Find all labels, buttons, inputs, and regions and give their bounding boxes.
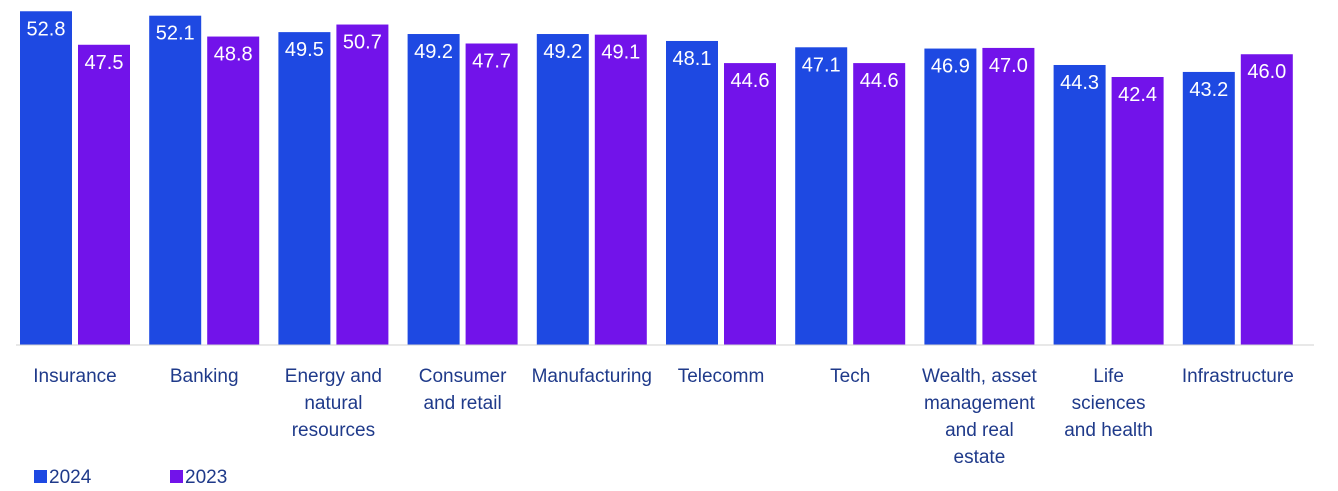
category-label: Infrastructure (1182, 366, 1294, 387)
category-label: Banking (170, 366, 239, 387)
category-label: sciences (1072, 393, 1146, 414)
bar-value-label: 47.0 (989, 55, 1028, 77)
category-label: Manufacturing (532, 366, 652, 387)
bars-group: 52.8 47.5 52.1 48.8 49.5 50.7 49.2 47.7 49.2 49.1… (20, 11, 1293, 346)
bar-2024-8 (1053, 64, 1106, 345)
bar-value-label: 49.5 (285, 39, 324, 61)
bar-2023-9 (1240, 54, 1293, 346)
bar-value-label: 50.7 (343, 32, 382, 54)
category-label: and retail (424, 393, 502, 414)
category-label: and real (945, 420, 1014, 441)
bar-value-label: 47.7 (472, 51, 511, 73)
category-label: resources (292, 420, 375, 441)
legend-label-2023: 2023 (185, 467, 227, 488)
bar-value-label: 52.1 (156, 23, 195, 45)
bar-value-label: 52.8 (27, 18, 66, 40)
bar-value-label: 44.3 (1060, 72, 1099, 94)
bar-value-label: 46.9 (931, 56, 970, 78)
category-label: Wealth, asset (922, 366, 1037, 387)
bar-2023-8 (1111, 77, 1164, 345)
category-label: management (924, 393, 1036, 414)
category-label: Insurance (33, 366, 116, 387)
bar-value-label: 44.6 (731, 70, 770, 92)
legend-label-2024: 2024 (49, 467, 92, 488)
bar-value-label: 49.1 (601, 42, 640, 64)
bar-value-label: 47.5 (85, 52, 124, 74)
legend-swatch-2024 (34, 470, 47, 483)
bar-value-label: 48.1 (673, 48, 712, 70)
bar-2024-9 (1182, 71, 1235, 346)
bar-2024-5 (666, 40, 718, 345)
category-label: natural (304, 393, 362, 414)
bar-2023-4 (594, 34, 647, 346)
bar-2024-3 (407, 34, 460, 346)
bar-2023-3 (465, 43, 518, 345)
bar-2023-7 (982, 47, 1035, 345)
category-label: Tech (830, 366, 870, 387)
bar-2024-1 (149, 15, 202, 345)
bar-2023-5 (724, 63, 776, 346)
bar-value-label: 46.0 (1247, 61, 1286, 83)
bar-2024-2 (278, 32, 331, 345)
bar-2024-4 (536, 34, 589, 346)
bar-2023-0 (78, 44, 130, 345)
category-label: and health (1064, 420, 1153, 441)
bar-2024-7 (924, 48, 977, 345)
category-label: Life (1093, 366, 1124, 387)
legend: 2024 2023 (34, 467, 227, 488)
bar-2024-6 (795, 47, 848, 346)
bar-2023-2 (336, 24, 389, 346)
bar-2023-6 (853, 63, 906, 346)
category-label: estate (954, 447, 1006, 468)
bar-2023-1 (207, 36, 260, 345)
bar-value-label: 49.2 (543, 41, 582, 63)
category-label: Energy and (285, 366, 382, 387)
category-labels: Insurance Banking Energy and natural resourc… (33, 366, 1293, 468)
bar-value-label: 49.2 (414, 41, 453, 63)
bar-2024-0 (20, 11, 72, 345)
bar-value-label: 43.2 (1189, 79, 1228, 101)
bar-value-label: 47.1 (802, 54, 841, 76)
category-label: Telecomm (678, 366, 765, 387)
category-label: Consumer (419, 366, 507, 387)
legend-swatch-2023 (170, 470, 183, 483)
bar-value-label: 42.4 (1118, 84, 1157, 106)
bar-value-label: 44.6 (860, 70, 899, 92)
bar-value-label: 48.8 (214, 44, 253, 66)
